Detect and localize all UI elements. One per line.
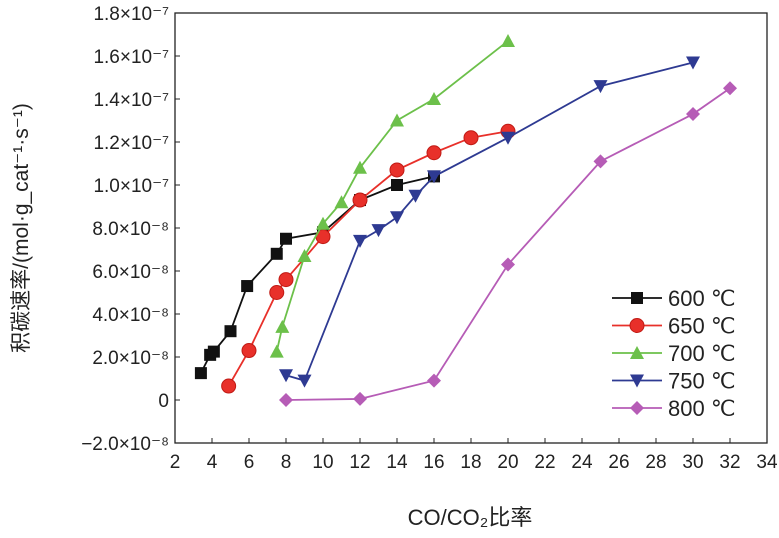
y-tick-label: 1.2×10⁻⁷ bbox=[93, 133, 169, 154]
x-tick-label: 10 bbox=[312, 452, 333, 473]
data-point bbox=[280, 232, 292, 245]
data-point bbox=[270, 247, 283, 260]
data-point bbox=[353, 234, 367, 248]
data-point bbox=[593, 80, 608, 94]
data-point bbox=[269, 344, 284, 358]
x-tick-label: 14 bbox=[386, 452, 408, 473]
data-point bbox=[207, 345, 220, 358]
y-axis-label: 积碳速率/(mol·g_cat⁻¹·s⁻¹) bbox=[10, 103, 33, 353]
x-tick-label: 32 bbox=[719, 452, 740, 473]
x-tick-label: 12 bbox=[349, 452, 370, 473]
data-point bbox=[224, 325, 237, 338]
series-line bbox=[275, 40, 509, 352]
data-point bbox=[269, 285, 285, 300]
series-1 bbox=[221, 123, 516, 394]
data-point bbox=[686, 56, 700, 70]
data-point bbox=[501, 33, 515, 47]
y-tick-label: 0 bbox=[158, 391, 169, 412]
legend-label: 600 ℃ bbox=[668, 286, 736, 311]
data-point bbox=[275, 319, 290, 333]
y-tick-label: 1.0×10⁻⁷ bbox=[93, 176, 169, 197]
series-line bbox=[285, 61, 694, 382]
data-point bbox=[593, 154, 608, 169]
x-tick-label: 6 bbox=[244, 452, 255, 473]
legend-label: 800 ℃ bbox=[668, 396, 736, 421]
series-line bbox=[227, 130, 509, 387]
data-point bbox=[390, 211, 404, 225]
data-point bbox=[371, 224, 386, 238]
data-point bbox=[501, 131, 515, 145]
data-point bbox=[501, 257, 515, 272]
legend-marker bbox=[631, 292, 643, 304]
data-point bbox=[427, 92, 441, 105]
y-tick-label: 1.6×10⁻⁷ bbox=[93, 47, 169, 68]
data-point bbox=[352, 192, 368, 208]
x-tick-label: 16 bbox=[423, 452, 444, 473]
y-tick-label: 2.0×10⁻⁸ bbox=[92, 348, 169, 369]
data-point bbox=[391, 179, 403, 191]
data-point bbox=[297, 374, 312, 388]
series-line bbox=[200, 175, 435, 374]
data-point bbox=[334, 195, 349, 209]
data-point bbox=[353, 391, 367, 406]
data-point bbox=[278, 272, 294, 288]
data-point bbox=[316, 216, 330, 230]
x-tick-label: 22 bbox=[534, 452, 555, 473]
legend-marker bbox=[630, 374, 644, 388]
x-tick-label: 28 bbox=[645, 452, 666, 473]
x-tick-label: 20 bbox=[497, 452, 518, 473]
data-point bbox=[463, 130, 479, 146]
data-point bbox=[427, 170, 441, 184]
series-4 bbox=[279, 81, 737, 407]
series-3 bbox=[279, 56, 700, 388]
data-point bbox=[390, 113, 404, 127]
data-point bbox=[279, 393, 293, 407]
x-tick-label: 8 bbox=[281, 452, 292, 473]
x-tick-label: 34 bbox=[756, 452, 778, 473]
y-tick-label: 6.0×10⁻⁸ bbox=[92, 262, 169, 283]
y-tick-label: 1.4×10⁻⁷ bbox=[93, 90, 169, 111]
data-point bbox=[408, 189, 423, 203]
legend-label: 750 ℃ bbox=[668, 369, 736, 394]
series-2 bbox=[269, 33, 515, 358]
data-point bbox=[353, 160, 367, 174]
data-point bbox=[297, 248, 312, 262]
y-tick-label: −2.0×10⁻⁸ bbox=[81, 434, 169, 455]
legend-label: 650 ℃ bbox=[668, 314, 736, 339]
data-point bbox=[426, 145, 442, 161]
y-tick-label: 8.0×10⁻⁸ bbox=[92, 219, 169, 240]
legend-label: 700 ℃ bbox=[668, 341, 736, 366]
data-point bbox=[686, 107, 700, 122]
x-tick-label: 2 bbox=[170, 452, 181, 473]
data-point bbox=[241, 280, 254, 293]
x-tick-label: 4 bbox=[207, 452, 218, 473]
data-point bbox=[723, 81, 737, 96]
y-tick-label: 1.8×10⁻⁷ bbox=[93, 4, 169, 25]
x-tick-label: 24 bbox=[571, 452, 593, 473]
data-point bbox=[427, 373, 441, 388]
x-tick-label: 30 bbox=[682, 452, 703, 473]
legend-marker bbox=[630, 346, 644, 359]
legend-marker bbox=[629, 318, 645, 333]
data-point bbox=[279, 369, 293, 383]
data-point bbox=[241, 343, 257, 359]
x-tick-label: 26 bbox=[608, 452, 629, 473]
data-point bbox=[221, 378, 237, 394]
x-axis-label: CO/CO₂比率 bbox=[408, 505, 533, 530]
x-tick-label: 18 bbox=[460, 452, 481, 473]
data-point bbox=[194, 367, 207, 380]
data-point bbox=[389, 162, 405, 178]
y-tick-label: 4.0×10⁻⁸ bbox=[92, 305, 169, 326]
legend-marker bbox=[630, 401, 644, 415]
